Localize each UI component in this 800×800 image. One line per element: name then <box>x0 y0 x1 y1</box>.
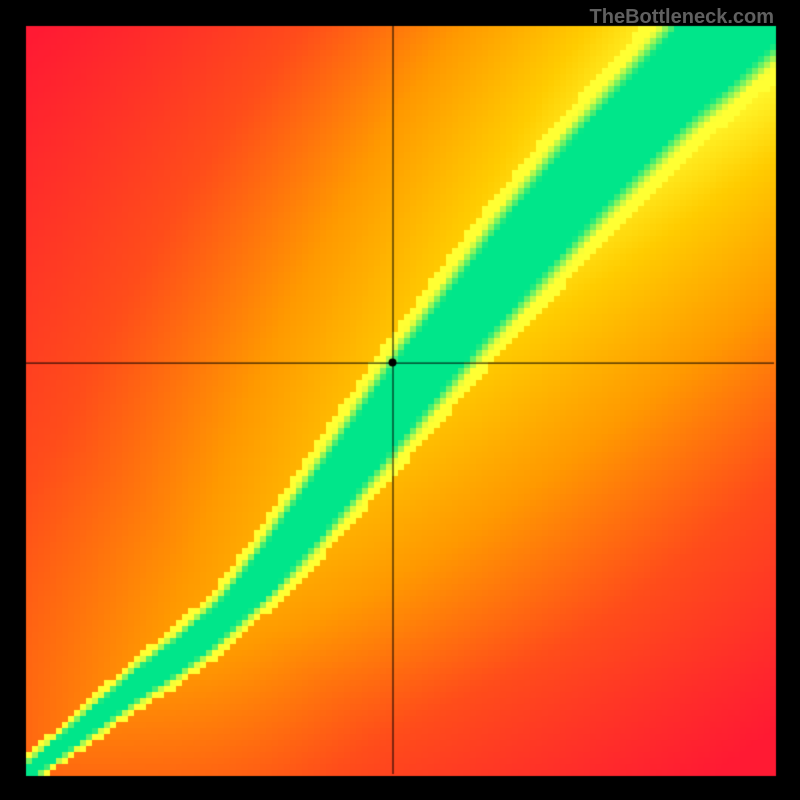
bottleneck-heatmap <box>0 0 800 800</box>
watermark-text: TheBottleneck.com <box>590 6 774 29</box>
